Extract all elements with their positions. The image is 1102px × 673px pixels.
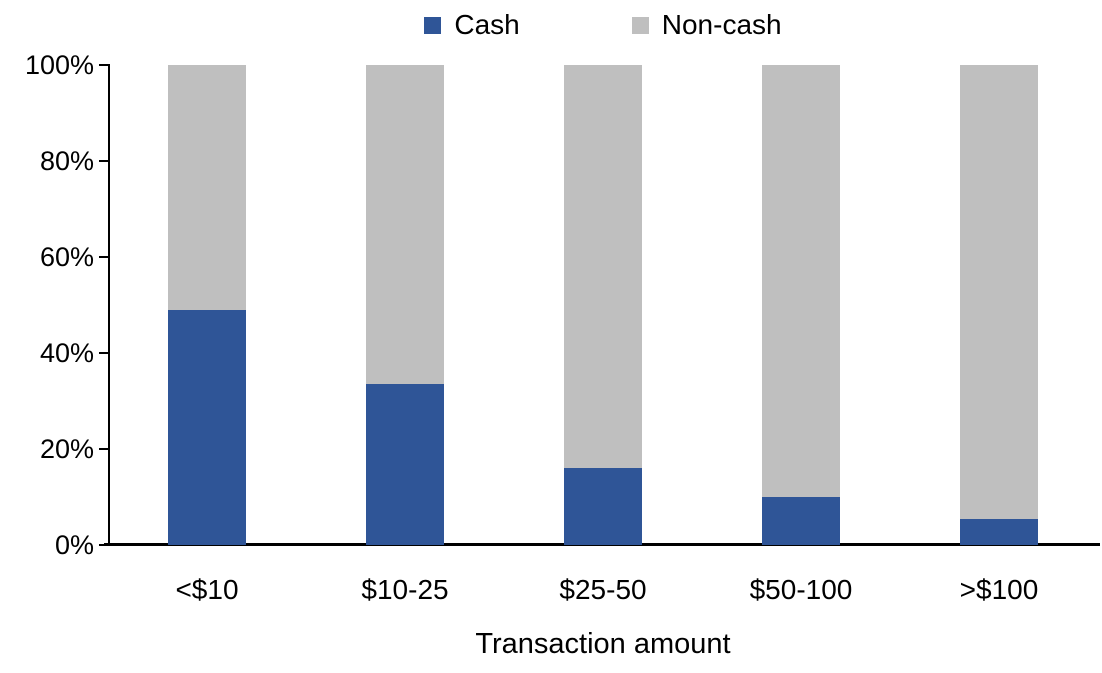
x-axis-title: Transaction amount — [475, 628, 731, 660]
x-category-label: <$10 — [175, 574, 239, 605]
bar-segment-cash — [762, 497, 840, 545]
legend-item-cash: Cash — [424, 8, 520, 42]
bar-5 — [960, 65, 1038, 545]
y-tick-mark — [99, 448, 108, 450]
bar-segment-cash — [564, 468, 642, 545]
legend-item-non-cash: Non-cash — [631, 8, 782, 42]
x-category-label: $50-100 — [749, 574, 853, 605]
y-tick-mark — [99, 352, 108, 354]
y-tick-mark — [99, 64, 108, 66]
y-tick-mark — [99, 256, 108, 258]
legend-label: Non-cash — [661, 9, 782, 40]
y-tick-mark — [99, 160, 108, 162]
y-tick-label: 20% — [39, 434, 94, 464]
bar-segment-cash — [960, 518, 1038, 545]
y-tick-mark — [99, 544, 108, 546]
bar-segment-non-cash — [168, 65, 246, 310]
y-tick-label: 100% — [24, 50, 94, 80]
bar-segment-non-cash — [762, 65, 840, 497]
bar-4 — [762, 65, 840, 545]
bar-segment-cash — [366, 384, 444, 545]
plot-area — [108, 65, 1098, 545]
y-tick-label: 0% — [54, 530, 94, 560]
y-axis-line — [108, 64, 110, 545]
x-category-label: $25-50 — [559, 574, 647, 605]
bar-segment-non-cash — [366, 65, 444, 385]
x-category-label: >$100 — [959, 574, 1039, 605]
legend-swatch-icon — [424, 16, 442, 34]
x-category-label: $10-25 — [361, 574, 449, 605]
bar-1 — [168, 65, 246, 545]
y-tick-label: 80% — [39, 146, 94, 176]
bar-segment-non-cash — [564, 65, 642, 469]
y-tick-label: 40% — [39, 338, 94, 368]
legend-label: Cash — [454, 9, 520, 40]
chart-legend: Cash Non-cash — [108, 8, 1098, 42]
bar-segment-cash — [168, 309, 246, 545]
bar-2 — [366, 65, 444, 545]
bar-3 — [564, 65, 642, 545]
y-tick-label: 60% — [39, 242, 94, 272]
legend-swatch-icon — [631, 16, 649, 34]
bar-segment-non-cash — [960, 65, 1038, 519]
